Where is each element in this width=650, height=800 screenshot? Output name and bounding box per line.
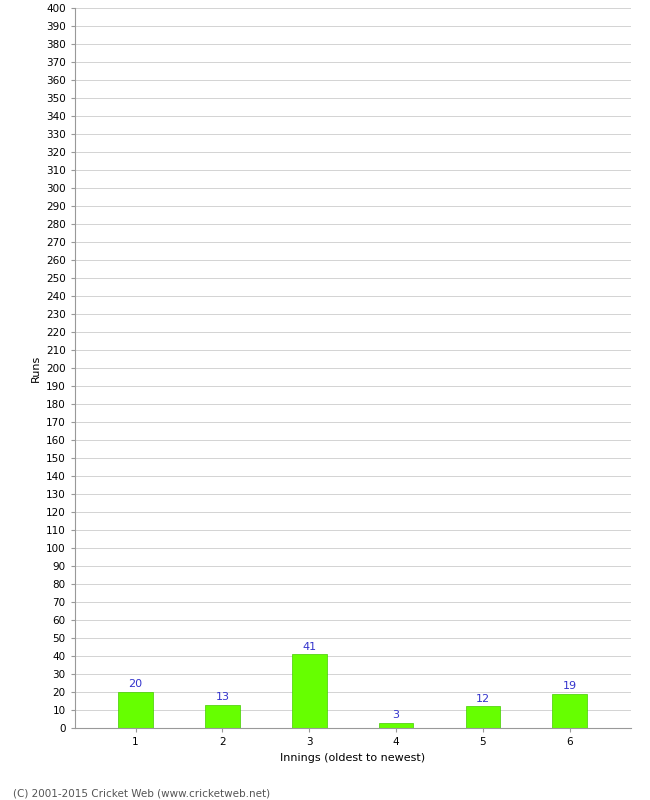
Y-axis label: Runs: Runs [31,354,40,382]
Bar [292,654,326,728]
Text: (C) 2001-2015 Cricket Web (www.cricketweb.net): (C) 2001-2015 Cricket Web (www.cricketwe… [13,788,270,798]
Text: 3: 3 [393,710,400,720]
Bar [465,706,500,728]
Text: 12: 12 [476,694,490,704]
Bar [205,705,240,728]
Text: 20: 20 [129,679,142,690]
Text: 19: 19 [563,681,577,691]
Text: 13: 13 [215,692,229,702]
Text: 41: 41 [302,642,317,651]
Bar [118,692,153,728]
Bar [552,694,587,728]
X-axis label: Innings (oldest to newest): Innings (oldest to newest) [280,753,425,762]
Bar [379,722,413,728]
